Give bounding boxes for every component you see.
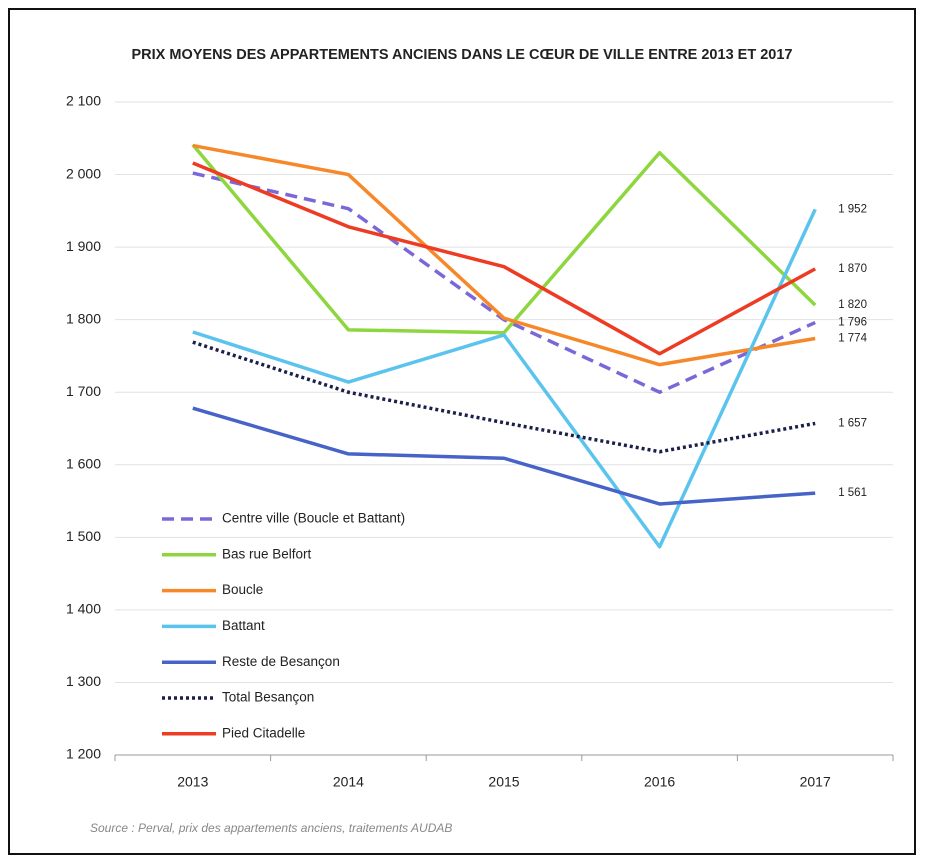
legend-label: Pied Citadelle bbox=[222, 725, 305, 740]
y-tick-label: 1 300 bbox=[66, 673, 101, 689]
value-label: 1 657 bbox=[838, 417, 867, 429]
series-line bbox=[192, 143, 816, 367]
y-tick-label: 1 500 bbox=[66, 528, 101, 544]
x-tick-label: 2016 bbox=[644, 774, 675, 790]
legend-label: Total Besançon bbox=[222, 690, 314, 705]
x-tick-label: 2014 bbox=[333, 774, 364, 790]
x-tick-label: 2017 bbox=[800, 774, 831, 790]
frame bbox=[8, 8, 916, 855]
value-label: 1 774 bbox=[838, 333, 867, 345]
y-tick-label: 1 200 bbox=[66, 746, 101, 762]
y-tick-label: 2 100 bbox=[66, 93, 101, 109]
value-label: 1 952 bbox=[838, 203, 867, 215]
series-line bbox=[192, 340, 816, 454]
y-tick-label: 1 800 bbox=[66, 310, 101, 326]
legend-label: Boucle bbox=[222, 582, 263, 597]
value-label: 1 796 bbox=[838, 317, 867, 329]
x-tick-label: 2015 bbox=[488, 774, 519, 790]
y-tick-label: 1 900 bbox=[66, 238, 101, 254]
y-tick-label: 1 700 bbox=[66, 383, 101, 399]
value-label: 1 561 bbox=[838, 487, 867, 499]
y-tick-label: 1 400 bbox=[66, 601, 101, 617]
legend-label: Centre ville (Boucle et Battant) bbox=[222, 511, 405, 526]
chart-title: PRIX MOYENS DES APPARTEMENTS ANCIENS DAN… bbox=[132, 47, 793, 63]
legend-label: Bas rue Belfort bbox=[222, 546, 312, 561]
series-line bbox=[192, 161, 817, 356]
y-tick-label: 1 600 bbox=[66, 455, 101, 471]
source-note: Source : Perval, prix des appartements a… bbox=[90, 821, 452, 835]
value-label: 1 820 bbox=[838, 299, 867, 311]
y-tick-label: 2 000 bbox=[66, 165, 101, 181]
x-tick-label: 2013 bbox=[177, 774, 208, 790]
legend-label: Battant bbox=[222, 618, 265, 633]
series-line bbox=[192, 208, 817, 549]
legend-label: Reste de Besançon bbox=[222, 654, 340, 669]
value-label: 1 870 bbox=[838, 263, 867, 275]
series-line bbox=[192, 406, 816, 506]
series-line bbox=[191, 143, 817, 335]
